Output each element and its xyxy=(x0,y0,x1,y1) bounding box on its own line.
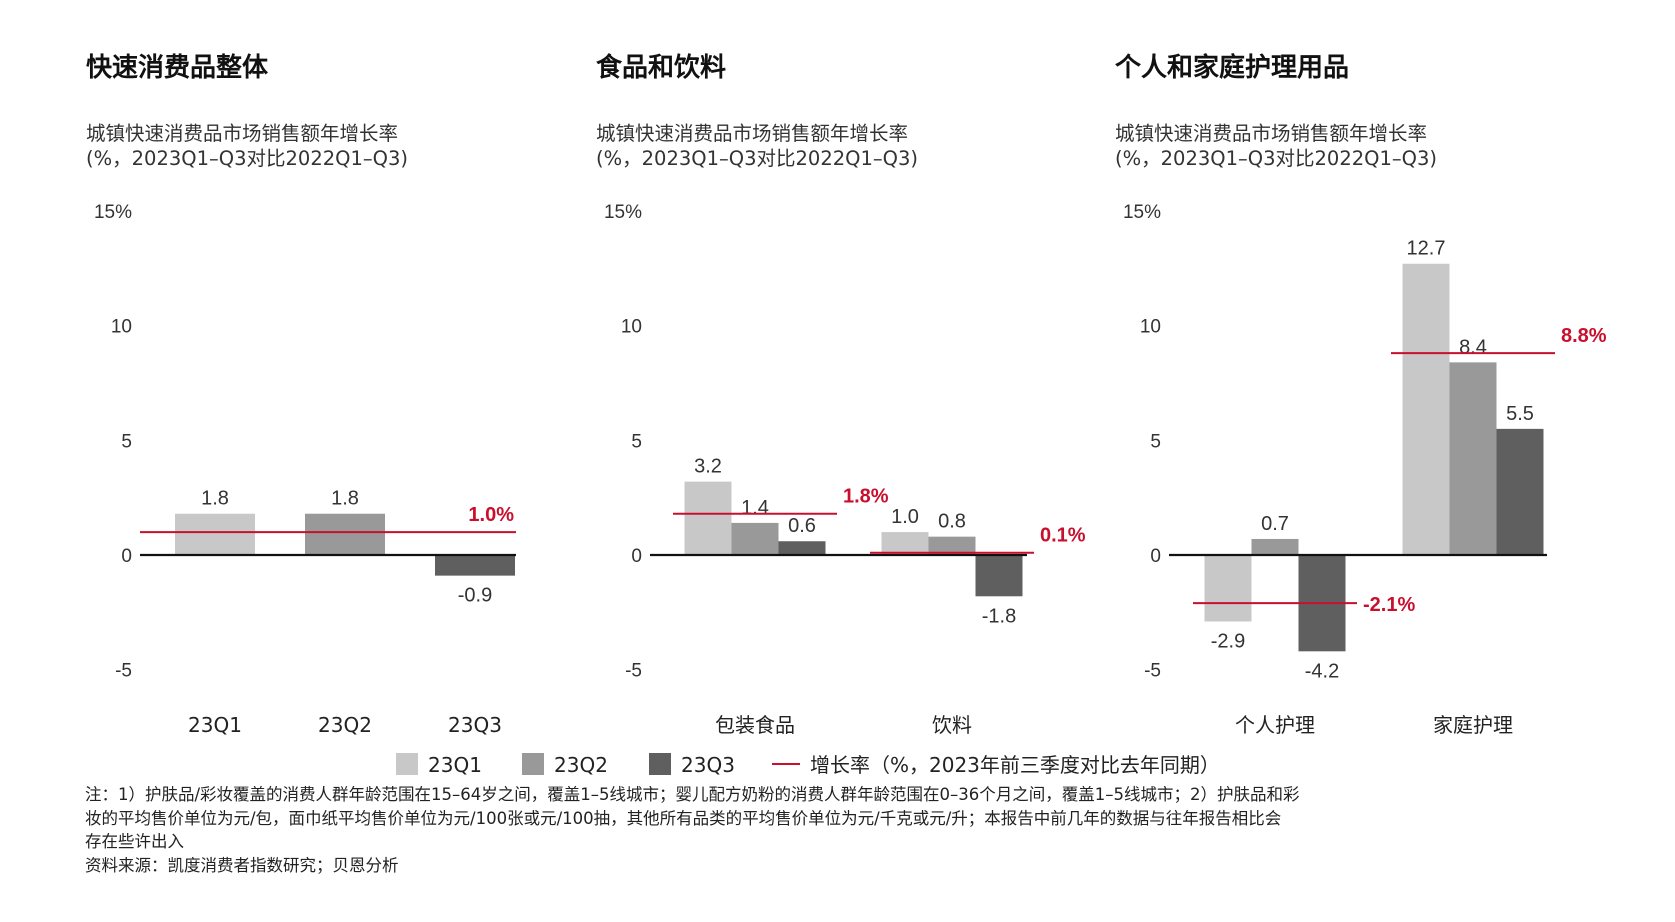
growth-rate-label: 8.8% xyxy=(1561,325,1607,347)
y-tick-label: -5 xyxy=(1144,661,1161,682)
growth-rate-label: 1.0% xyxy=(468,504,514,526)
legend-swatch xyxy=(649,753,671,775)
y-tick-label: 5 xyxy=(121,431,132,452)
panel-title: 快速消费品整体 xyxy=(86,52,269,83)
panel-subtitle-line-1: 城镇快速消费品市场销售额年增长率 xyxy=(86,122,398,145)
footnote-line-2: 妆的平均售价单位为元/包，面巾纸平均售价单位为元/100张或元/100抽，其他所… xyxy=(85,808,1282,828)
legend-label: 23Q2 xyxy=(554,753,608,777)
panel-subtitle-line-1: 城镇快速消费品市场销售额年增长率 xyxy=(1115,122,1427,145)
x-category-label: 饮料 xyxy=(932,713,972,737)
panel-title: 个人和家庭护理用品 xyxy=(1115,52,1349,83)
legend-label: 23Q3 xyxy=(681,753,735,777)
source-line: 资料来源：凯度消费者指数研究；贝恩分析 xyxy=(85,855,399,875)
data-label: -2.9 xyxy=(1211,631,1245,653)
y-tick-label: 15% xyxy=(94,202,132,223)
panel-subtitle-line-2: (%，2023Q1–Q3对比2022Q1–Q3) xyxy=(596,147,918,170)
bar-23Q1-饮料 xyxy=(881,532,929,555)
data-label: -1.8 xyxy=(982,605,1016,627)
bar-23Q2-个人护理 xyxy=(1251,538,1299,555)
bar-23Q2-23Q2 xyxy=(305,513,385,555)
bar-23Q1-23Q1 xyxy=(175,513,255,555)
legend-swatch xyxy=(396,753,418,775)
y-tick-label: 15% xyxy=(604,202,642,223)
panel-3: 个人和家庭护理用品城镇快速消费品市场销售额年增长率(%，2023Q1–Q3对比2… xyxy=(1115,52,1607,737)
data-label: -0.9 xyxy=(458,585,492,607)
y-tick-label: 0 xyxy=(631,546,642,567)
legend-swatch xyxy=(522,753,544,775)
data-label: 0.7 xyxy=(1261,513,1289,535)
bar-23Q1-家庭护理 xyxy=(1402,263,1450,555)
y-tick-label: 5 xyxy=(1150,431,1161,452)
bar-23Q2-包装食品 xyxy=(731,522,779,555)
bar-23Q1-包装食品 xyxy=(684,481,732,555)
growth-rate-label: 1.8% xyxy=(843,486,889,508)
bar-23Q1-个人护理 xyxy=(1204,555,1252,622)
x-category-label: 23Q3 xyxy=(448,713,502,737)
footnote-line-1: 注：1）护肤品/彩妆覆盖的消费人群年龄范围在15–64岁之间，覆盖1–5线城市；… xyxy=(85,785,1300,804)
footnote-line-3: 存在些许出入 xyxy=(85,832,184,851)
panel-title: 食品和饮料 xyxy=(596,52,726,83)
x-category-label: 23Q2 xyxy=(318,713,372,737)
x-category-label: 23Q1 xyxy=(188,713,242,737)
data-label: 1.8 xyxy=(331,488,359,510)
data-label: 1.0 xyxy=(891,506,919,528)
y-tick-label: -5 xyxy=(115,661,132,682)
growth-rate-label: -2.1% xyxy=(1363,594,1415,616)
data-label: 1.4 xyxy=(741,497,769,519)
x-category-label: 个人护理 xyxy=(1235,713,1315,737)
x-category-label: 包装食品 xyxy=(715,713,795,737)
panel-1: 快速消费品整体城镇快速消费品市场销售额年增长率(%，2023Q1–Q3对比202… xyxy=(86,52,516,737)
data-label: -4.2 xyxy=(1305,660,1339,682)
y-tick-label: 10 xyxy=(111,317,132,338)
y-tick-label: -5 xyxy=(625,661,642,682)
panel-subtitle-line-2: (%，2023Q1–Q3对比2022Q1–Q3) xyxy=(86,147,408,170)
y-tick-label: 15% xyxy=(1123,202,1161,223)
bar-23Q2-饮料 xyxy=(928,536,976,555)
panel-2: 食品和饮料城镇快速消费品市场销售额年增长率(%，2023Q1–Q3对比2022Q… xyxy=(596,52,1086,737)
bar-23Q3-23Q3 xyxy=(435,555,515,576)
legend-rate-label: 增长率（%，2023年前三季度对比去年同期） xyxy=(810,753,1220,777)
data-label: 12.7 xyxy=(1407,238,1446,260)
data-label: 3.2 xyxy=(694,456,722,478)
legend-label: 23Q1 xyxy=(428,753,482,777)
panel-subtitle-line-2: (%，2023Q1–Q3对比2022Q1–Q3) xyxy=(1115,147,1437,170)
data-label: 8.4 xyxy=(1459,336,1487,358)
y-tick-label: 10 xyxy=(1140,317,1161,338)
y-tick-label: 0 xyxy=(1150,546,1161,567)
bar-23Q3-饮料 xyxy=(975,555,1023,597)
data-label: 0.8 xyxy=(938,511,966,533)
data-label: 0.6 xyxy=(788,515,816,537)
data-label: 1.8 xyxy=(201,488,229,510)
y-tick-label: 0 xyxy=(121,546,132,567)
panel-subtitle-line-1: 城镇快速消费品市场销售额年增长率 xyxy=(596,122,908,145)
bar-23Q2-家庭护理 xyxy=(1449,362,1497,555)
bar-23Q3-包装食品 xyxy=(778,541,826,555)
legend: 23Q1 23Q2 23Q3 增长率（%，2023年前三季度对比去年同期） xyxy=(396,753,1220,777)
y-tick-label: 5 xyxy=(631,431,642,452)
data-label: 5.5 xyxy=(1506,403,1534,425)
growth-rate-label: 0.1% xyxy=(1040,525,1086,547)
y-tick-label: 10 xyxy=(621,317,642,338)
footnotes: 注：1）护肤品/彩妆覆盖的消费人群年龄范围在15–64岁之间，覆盖1–5线城市；… xyxy=(85,783,1585,877)
bar-23Q3-家庭护理 xyxy=(1496,428,1544,555)
x-category-label: 家庭护理 xyxy=(1433,713,1513,737)
